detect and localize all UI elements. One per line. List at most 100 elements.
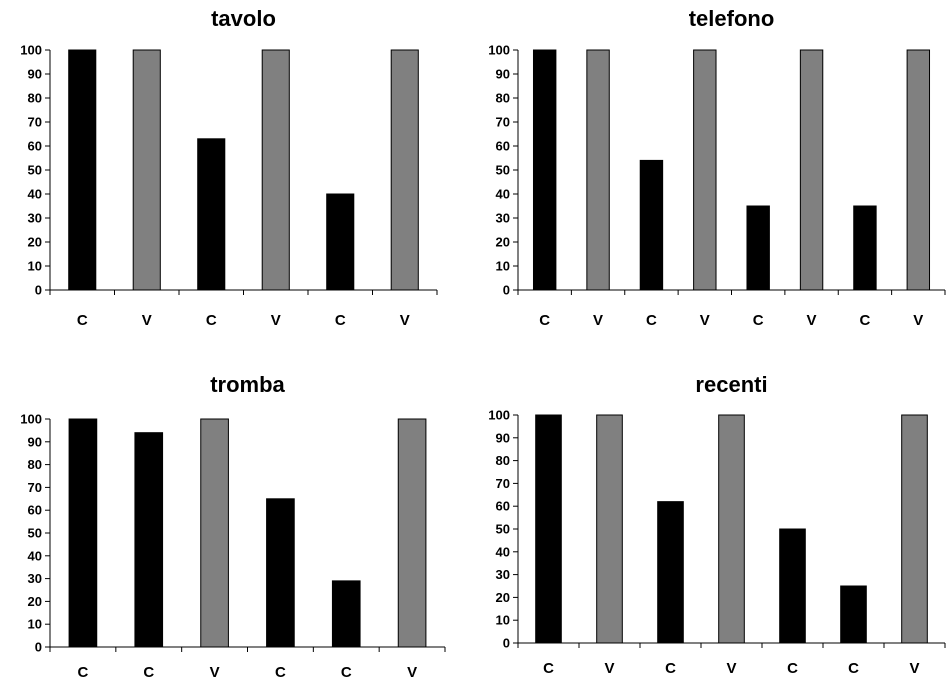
chart-title: tavolo [211, 6, 276, 31]
chart-title: tromba [210, 372, 285, 397]
bar-v-4 [718, 414, 745, 644]
y-tick-label: 60 [28, 139, 42, 154]
y-tick-label: 70 [28, 115, 42, 130]
x-category-label: C [848, 660, 859, 677]
y-tick-label: 40 [28, 187, 42, 202]
bar-c-3 [197, 138, 226, 291]
y-tick-label: 80 [28, 457, 42, 472]
y-tick-label: 0 [503, 636, 510, 651]
chart-telefono: telefono 0 10 20 30 40 50 60 70 80 90 100 C V C V C V C V [488, 6, 946, 329]
bar-v-6 [397, 418, 427, 648]
chart-title: recenti [695, 372, 767, 397]
bar-c-3 [657, 501, 684, 644]
bar-c-3 [639, 159, 664, 291]
y-tick-label: 90 [28, 434, 42, 449]
bar-v-2 [596, 414, 623, 644]
bar-c-2 [134, 432, 164, 648]
x-category-label: C [275, 664, 286, 680]
chart-title: telefono [689, 6, 775, 31]
bar-v-4 [261, 49, 290, 291]
x-category-label: V [210, 664, 220, 680]
y-tick-label: 90 [496, 430, 510, 445]
x-category-label: C [539, 312, 550, 329]
y-tick-label: 20 [28, 235, 42, 250]
x-category-label: C [77, 664, 88, 680]
x-category-label: V [909, 660, 919, 677]
y-tick-label: 0 [503, 283, 510, 298]
bar-c-1 [68, 418, 98, 648]
x-category-label: V [142, 312, 152, 329]
y-tick-label: 50 [28, 163, 42, 178]
y-tick-label: 30 [28, 211, 42, 226]
y-tick-label: 30 [28, 571, 42, 586]
y-tick-label: 30 [496, 211, 510, 226]
bar-v-6 [390, 49, 419, 291]
y-tick-label: 20 [28, 594, 42, 609]
y-tick-label: 100 [488, 43, 510, 58]
y-tick-label: 10 [28, 259, 42, 274]
y-tick-label: 60 [496, 499, 510, 514]
x-category-label: C [646, 312, 657, 329]
x-category-label: V [604, 660, 614, 677]
bar-c-5 [746, 205, 770, 291]
y-tick-label: 10 [28, 617, 42, 632]
x-category-label: C [206, 312, 217, 329]
x-category-label: C [543, 660, 554, 677]
bar-c-5 [326, 193, 355, 291]
y-tick-label: 80 [28, 91, 42, 106]
y-tick-label: 100 [20, 412, 42, 427]
x-category-label: V [593, 312, 603, 329]
y-tick-label: 40 [496, 187, 510, 202]
y-tick-label: 20 [496, 235, 510, 250]
x-category-label: V [407, 664, 417, 680]
x-category-label: V [913, 312, 923, 329]
y-tick-label: 100 [488, 408, 510, 423]
x-category-label: C [665, 660, 676, 677]
x-category-label: C [341, 664, 352, 680]
y-tick-label: 90 [496, 67, 510, 82]
x-category-label: C [753, 312, 764, 329]
x-category-label: V [700, 312, 710, 329]
y-tick-label: 80 [496, 453, 510, 468]
x-category-label: C [143, 664, 154, 680]
x-category-label: C [787, 660, 798, 677]
chart-tromba: tromba 0 10 20 30 40 50 60 70 80 90 100 C C V C C V [20, 372, 446, 680]
y-tick-label: 40 [496, 544, 510, 559]
bar-v-2 [132, 49, 161, 291]
x-category-label: V [726, 660, 736, 677]
y-tick-label: 90 [28, 67, 42, 82]
y-tick-label: 80 [496, 91, 510, 106]
y-tick-label: 50 [496, 522, 510, 537]
y-tick-label: 100 [20, 43, 42, 58]
y-tick-label: 60 [28, 503, 42, 518]
y-tick-label: 20 [496, 590, 510, 605]
bar-v-4 [693, 49, 717, 291]
bar-c-6 [840, 585, 867, 644]
y-tick-label: 10 [496, 259, 510, 274]
bar-c-7 [853, 205, 877, 291]
bar-c-4 [266, 498, 295, 648]
bar-c-5 [331, 580, 361, 648]
chart-tavolo: tavolo 0 10 20 30 40 50 60 70 80 90 100 C V C V C V [20, 6, 438, 329]
bar-v-6 [799, 49, 824, 291]
y-tick-label: 70 [496, 476, 510, 491]
bar-c-1 [535, 414, 562, 644]
y-tick-label: 0 [35, 640, 42, 655]
y-tick-label: 50 [28, 526, 42, 541]
y-tick-label: 50 [496, 163, 510, 178]
bar-c-1 [532, 49, 557, 291]
y-tick-label: 0 [35, 283, 42, 298]
y-tick-label: 60 [496, 139, 510, 154]
bar-c-1 [68, 49, 97, 291]
x-category-label: C [77, 312, 88, 329]
bar-v-2 [586, 49, 610, 291]
y-tick-label: 40 [28, 548, 42, 563]
chart-recenti: recenti 0 10 20 30 40 50 60 70 80 90 100 C V C V C C V [488, 372, 946, 677]
bar-v-7 [901, 414, 928, 644]
bar-v-3 [200, 418, 229, 648]
y-tick-label: 10 [496, 613, 510, 628]
y-tick-label: 70 [28, 480, 42, 495]
x-category-label: V [271, 312, 281, 329]
bar-c-5 [779, 528, 806, 644]
